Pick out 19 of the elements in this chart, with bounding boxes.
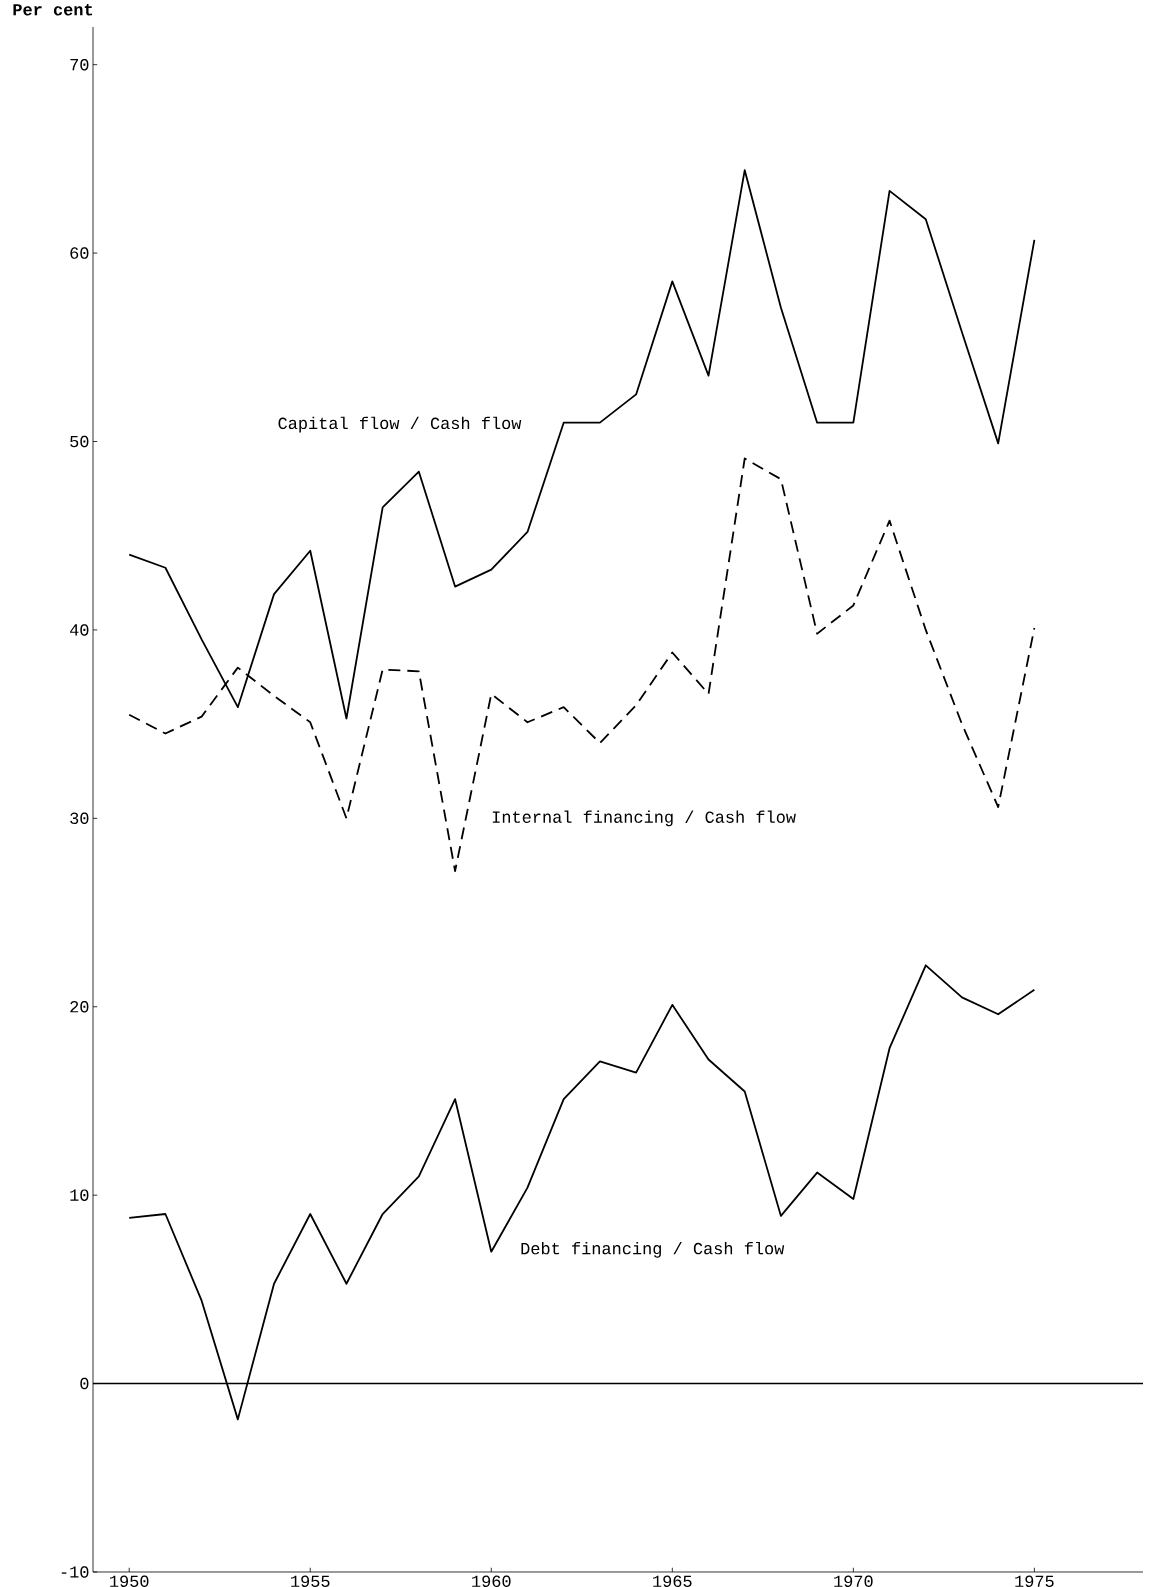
y-tick-label: 50 xyxy=(70,435,89,448)
x-tick-label: 1965 xyxy=(653,1575,692,1587)
y-tick-label: 10 xyxy=(70,1189,89,1201)
y-tick-label: 70 xyxy=(70,58,89,71)
y-tick-label: 60 xyxy=(70,247,89,259)
y-tick-label: -10 xyxy=(61,1566,89,1578)
series-label: Debt financing / Cash flow xyxy=(521,1241,785,1258)
x-tick-label: 1950 xyxy=(110,1575,149,1587)
y-axis-title: Per cent xyxy=(13,4,93,16)
y-tick-label: 0 xyxy=(80,1377,89,1390)
series-label: Internal financing / Cash flow xyxy=(492,810,796,827)
x-tick-label: 1975 xyxy=(1015,1575,1054,1587)
y-tick-label: 40 xyxy=(70,624,89,636)
y-tick-label: 20 xyxy=(70,1001,89,1013)
x-tick-label: 1960 xyxy=(472,1575,511,1587)
y-tick-label: 30 xyxy=(70,812,89,825)
x-tick-label: 1970 xyxy=(834,1575,873,1587)
x-tick-label: 1955 xyxy=(291,1575,330,1587)
text: Capital flow / Cash flow xyxy=(278,416,522,433)
